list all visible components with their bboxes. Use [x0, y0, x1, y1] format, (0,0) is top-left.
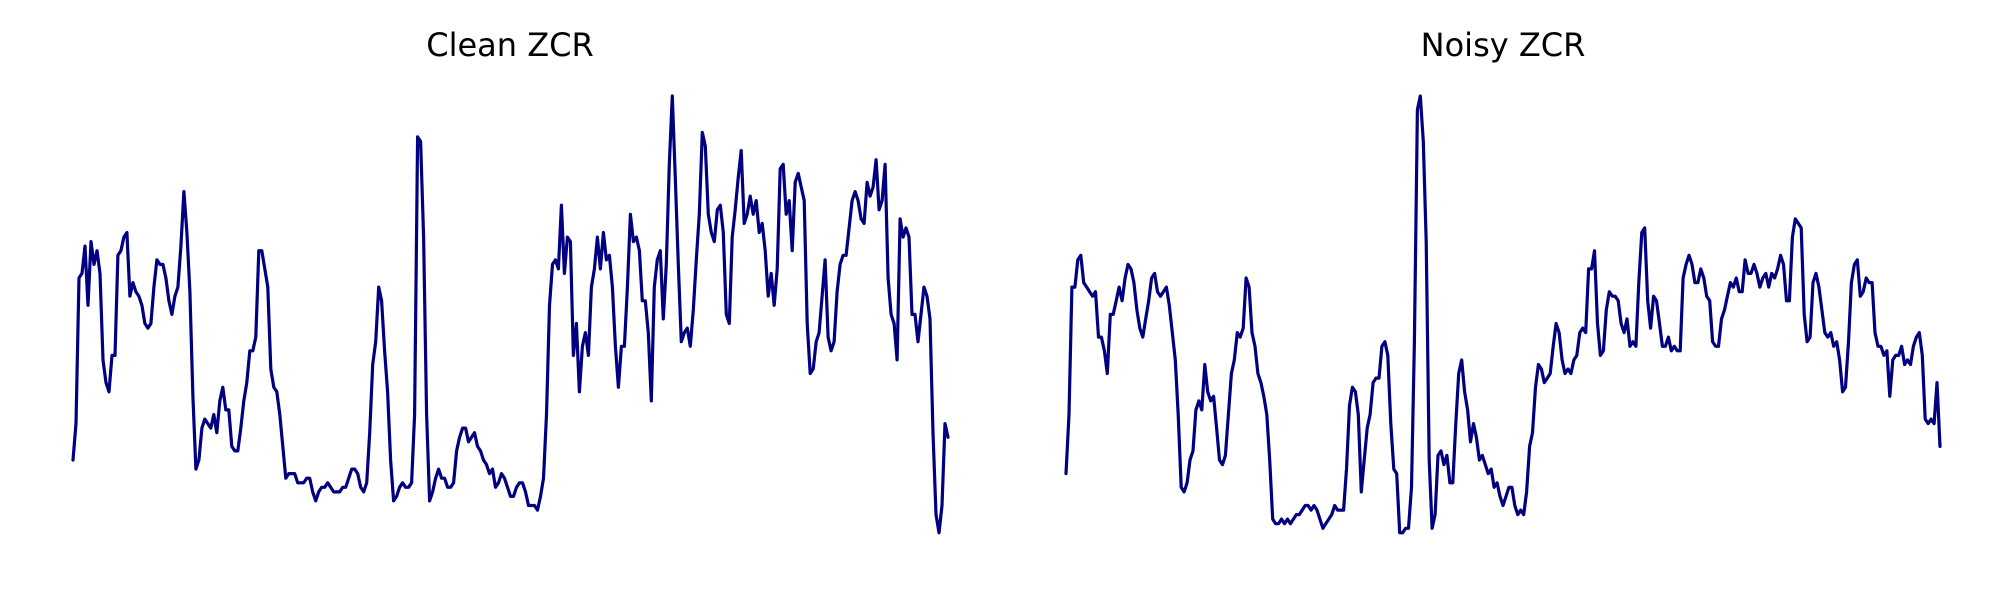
chart-title-clean: Clean ZCR	[426, 26, 593, 64]
clean-zcr-series-line	[71, 94, 950, 535]
noisy-zcr-plot	[1064, 94, 1942, 535]
noisy-zcr-series-line	[1064, 94, 1942, 535]
chart-title-noisy: Noisy ZCR	[1421, 26, 1586, 64]
clean-zcr-plot	[71, 94, 950, 535]
